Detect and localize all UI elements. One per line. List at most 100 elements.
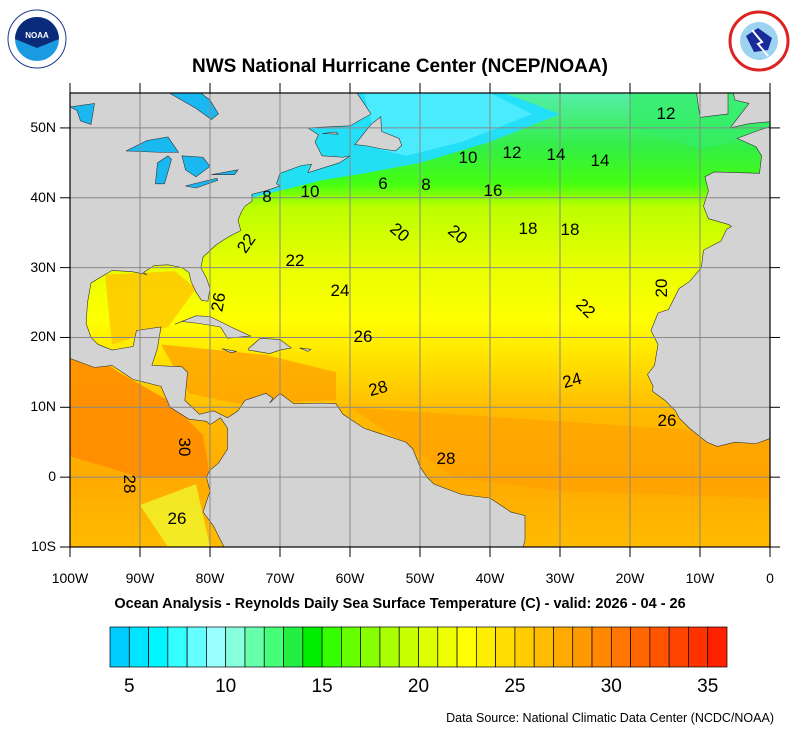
colorbar-swatch — [649, 626, 670, 668]
lon-tick-label: 50W — [405, 570, 435, 586]
warm-water-region — [161, 344, 336, 404]
lon-tick-label: 60W — [335, 570, 365, 586]
colorbar-swatch — [360, 626, 381, 668]
lake-huron — [181, 155, 211, 178]
colorbar-label: 20 — [407, 676, 430, 697]
colorbar-label: 35 — [697, 676, 719, 697]
lat-tick-label: 10S — [31, 538, 56, 554]
europe-africa-land — [647, 126, 770, 447]
contour-label: 26 — [658, 411, 677, 430]
lon-tick-label: 70W — [265, 570, 295, 586]
nws-logo — [728, 10, 790, 72]
colorbar-swatch — [167, 626, 188, 668]
lat-tick-label: 0 — [48, 468, 56, 485]
contour-label: 26 — [207, 291, 229, 313]
lake-superior — [125, 136, 180, 153]
lon-tick-label: 20W — [615, 570, 645, 586]
contour-label: 24 — [561, 369, 584, 392]
lat-tick-label: 10N — [30, 398, 56, 415]
colorbar-swatch — [244, 626, 265, 668]
colorbar-swatch — [456, 626, 477, 668]
colorbar-swatch — [225, 626, 246, 668]
colorbar-swatch — [379, 626, 400, 668]
colorbar-label: 15 — [311, 676, 333, 697]
lat-tick-label: 50N — [30, 118, 56, 135]
lake-ontario — [211, 169, 239, 176]
colorbar-swatch — [553, 626, 574, 668]
hispaniola-land — [248, 337, 292, 354]
colorbar-swatch — [591, 626, 612, 668]
colorbar-swatch — [398, 626, 419, 668]
jamaica-land — [221, 348, 237, 354]
colorbar-swatch — [475, 626, 496, 668]
data-source: Data Source: National Climatic Data Cent… — [446, 711, 774, 725]
contour-label: 16 — [484, 181, 503, 200]
contour-label: 26 — [354, 327, 373, 346]
lon-tick-label: 100W — [51, 570, 89, 586]
colorbar-label: 25 — [504, 676, 526, 697]
cool-water-region — [140, 484, 210, 547]
svg-text:NOAA: NOAA — [25, 31, 49, 40]
newfoundland-land — [354, 116, 403, 152]
lon-tick-label: 30W — [545, 570, 575, 586]
colorbar-label: 5 — [123, 676, 135, 697]
lat-tick-label: 40N — [30, 188, 56, 205]
colorbar-swatch — [148, 626, 169, 668]
page-title: NWS National Hurricane Center (NCEP/NOAA… — [192, 56, 608, 77]
hudson-bay — [168, 93, 219, 120]
lon-tick-label: 10W — [685, 570, 715, 586]
colorbar-label: 10 — [215, 676, 237, 697]
colorbar-swatch — [128, 626, 149, 668]
contour-label: 28 — [120, 475, 139, 494]
contour-label: 8 — [262, 187, 271, 206]
lon-tick-label: 40W — [475, 570, 505, 586]
contour-label: 14 — [591, 151, 610, 170]
contour-label: 12 — [503, 143, 522, 162]
colorbar-swatch — [186, 626, 207, 668]
anticosti-land — [321, 131, 339, 135]
colorbar-swatch — [206, 626, 227, 668]
colorbar-swatch — [109, 626, 130, 668]
colorbar-swatch — [572, 626, 593, 668]
lon-tick-label: 80W — [195, 570, 225, 586]
contour-label: 12 — [657, 104, 676, 123]
colorbar-label: 30 — [600, 676, 622, 697]
britain-land — [729, 93, 770, 129]
contour-label: 30 — [175, 438, 194, 457]
contour-label: 22 — [286, 251, 305, 270]
colorbar-swatch — [610, 626, 631, 668]
gulf-water-region — [105, 271, 196, 345]
colorbar-swatch — [437, 626, 458, 668]
contour-label: 10 — [301, 182, 320, 201]
noaa-logo: NOAA — [7, 9, 67, 69]
colorbar-swatch — [688, 626, 709, 668]
contour-label: 8 — [421, 175, 430, 194]
colorbar-swatch — [321, 626, 342, 668]
colorbar-swatch — [341, 626, 362, 668]
colorbar-swatch — [302, 626, 323, 668]
contour-label: 24 — [331, 281, 350, 300]
lake-winnipeg — [70, 103, 95, 125]
contour-label: 26 — [168, 509, 187, 528]
lon-tick-label: 90W — [125, 570, 155, 586]
colorbar-swatch — [418, 626, 439, 668]
ireland-land — [696, 93, 729, 118]
colorbar — [109, 626, 728, 668]
lon-tick-label: 0 — [766, 570, 774, 586]
lat-tick-label: 30N — [30, 258, 56, 275]
colorbar-swatch — [263, 626, 284, 668]
lake-michigan — [155, 155, 172, 185]
contour-label: 18 — [561, 220, 580, 239]
contour-label: 20 — [652, 279, 671, 298]
contour-label: 28 — [437, 449, 456, 468]
colorbar-swatch — [533, 626, 554, 668]
contour-label: 10 — [459, 148, 478, 167]
colorbar-swatch — [495, 626, 516, 668]
contour-label: 14 — [547, 145, 566, 164]
colorbar-swatch — [630, 626, 651, 668]
colorbar-swatch — [283, 626, 304, 668]
contour-label: 28 — [367, 377, 390, 400]
map-subtitle: Ocean Analysis - Reynolds Daily Sea Surf… — [114, 596, 686, 612]
contour-label: 18 — [519, 219, 538, 238]
